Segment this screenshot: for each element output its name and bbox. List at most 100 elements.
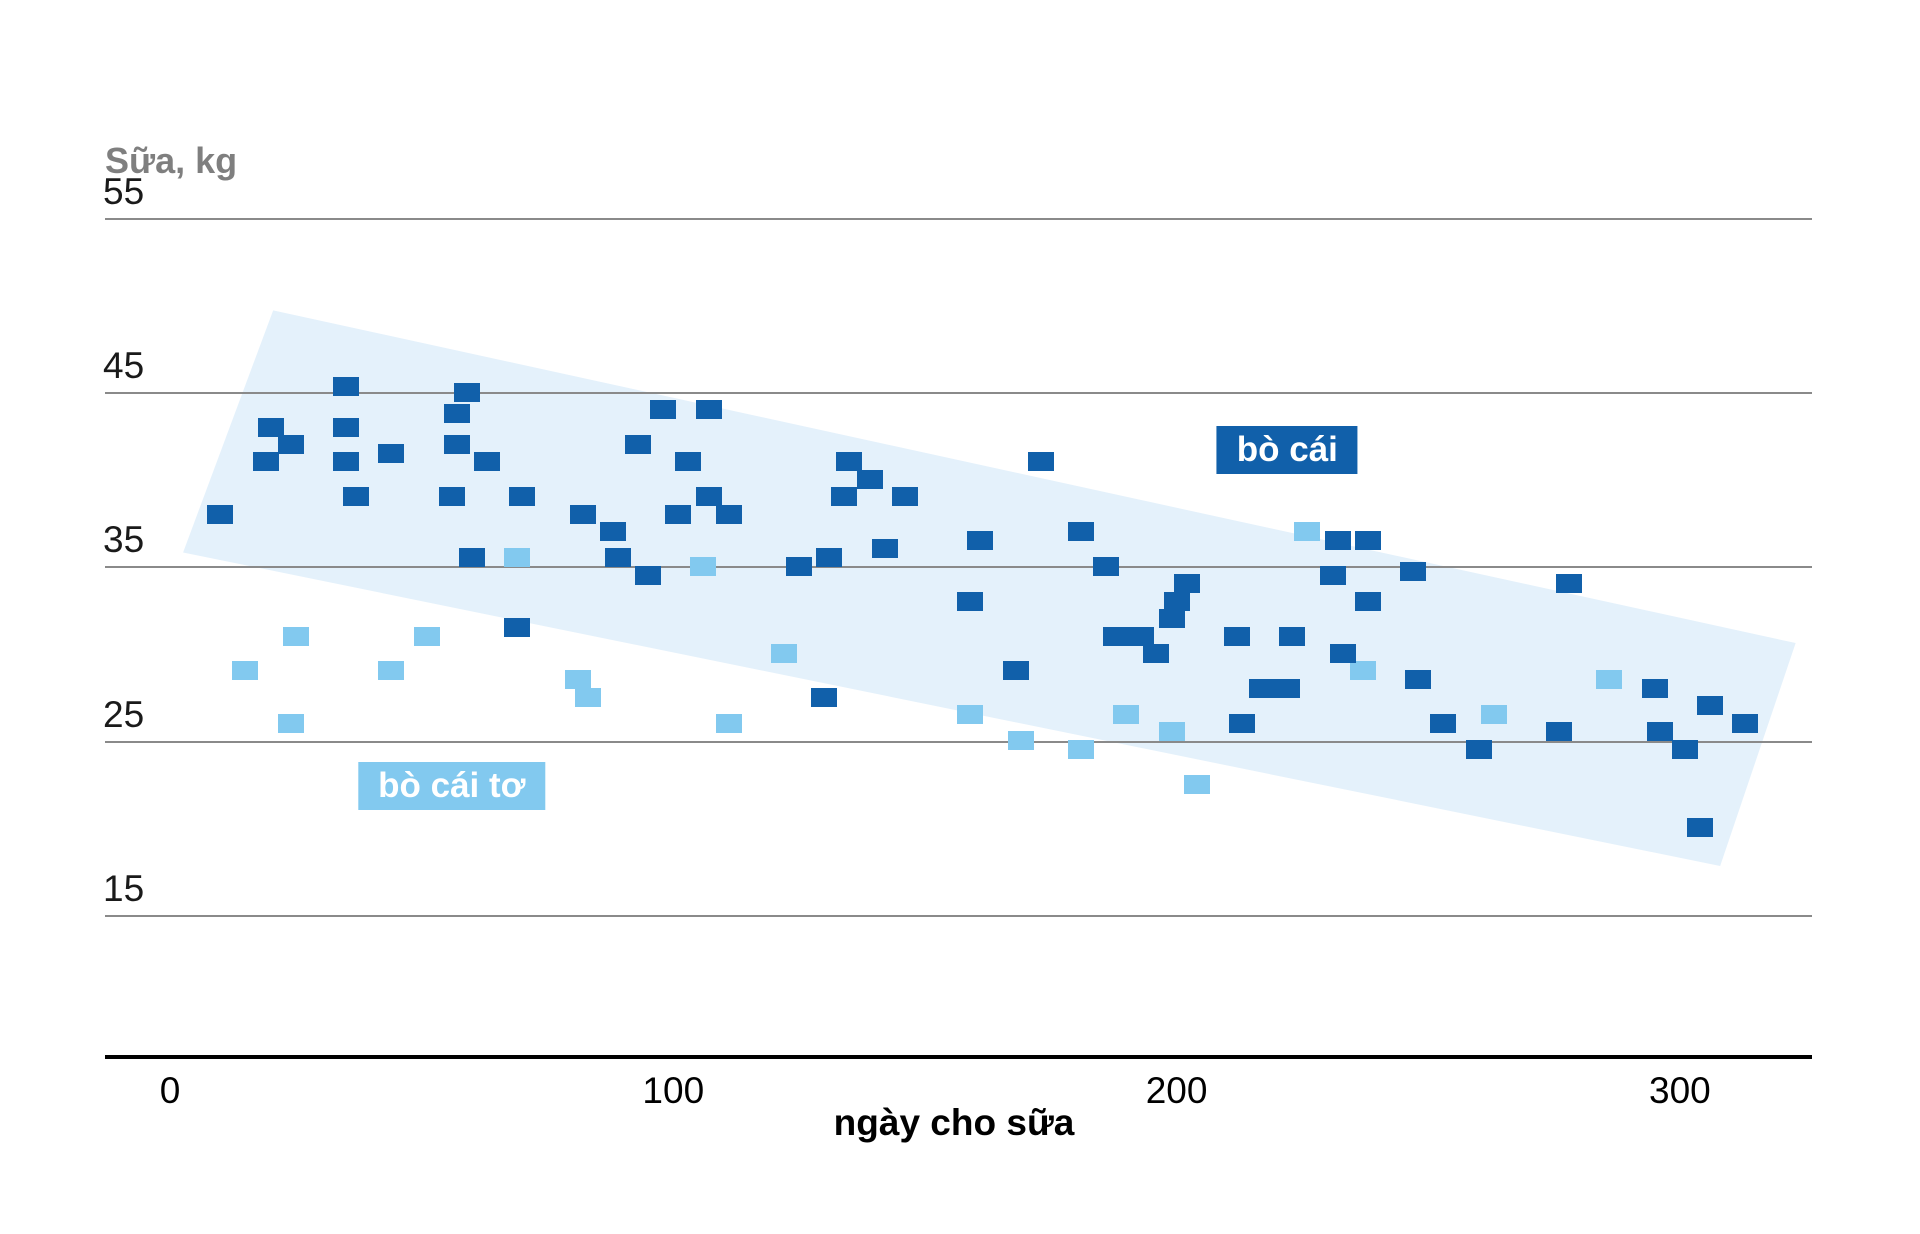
data-point-bò-cái-tơ (1596, 670, 1623, 690)
gridline-25 (105, 740, 1812, 743)
data-point-bò-cái-tơ (1067, 739, 1094, 759)
data-point-bò-cái (443, 434, 470, 454)
data-point-bò-cái (816, 548, 843, 568)
x-axis-line (105, 1055, 1812, 1059)
data-point-bò-cái-tơ (1158, 722, 1185, 742)
y-axis-title: Sữa, kg (105, 140, 238, 181)
data-point-bò-cái-tơ (504, 548, 531, 568)
data-point-bò-cái (1319, 565, 1346, 585)
x-tick-label-100: 100 (642, 1070, 705, 1111)
data-point-bò-cái (635, 565, 662, 585)
data-point-bò-cái (474, 452, 501, 472)
data-point-bò-cái (1229, 713, 1256, 733)
data-point-bò-cái (1279, 626, 1306, 646)
data-point-bò-cái-tơ (564, 670, 591, 690)
data-point-bò-cái (438, 487, 465, 507)
data-point-bò-cái (1223, 626, 1250, 646)
gridline-15 (105, 914, 1812, 917)
data-point-bò-cái (1641, 678, 1668, 698)
x-tick-label-200: 200 (1145, 1070, 1208, 1111)
data-point-bò-cái (1128, 626, 1155, 646)
data-point-bò-cái (871, 539, 898, 559)
data-point-bò-cái (967, 530, 994, 550)
x-axis-title: ngày cho sữa (833, 1102, 1075, 1143)
data-point-bò-cái (695, 487, 722, 507)
data-point-bò-cái (786, 556, 813, 576)
data-point-bò-cái-tơ (282, 626, 309, 646)
gridline-55 (105, 218, 1812, 220)
data-point-bò-cái (1405, 670, 1432, 690)
data-point-bò-cái (257, 417, 284, 437)
data-point-bò-cái (1329, 644, 1356, 663)
data-point-bò-cái (277, 434, 304, 454)
data-point-bò-cái (1732, 713, 1759, 733)
data-point-bò-cái-tơ (715, 713, 742, 733)
data-point-bò-cái-tơ (1480, 704, 1507, 724)
data-point-bò-cái (715, 504, 742, 524)
data-point-bò-cái (207, 504, 234, 524)
data-point-bò-cái (1093, 556, 1120, 576)
data-point-bò-cái (891, 487, 918, 507)
data-point-bò-cái (650, 400, 677, 420)
data-point-bò-cái (1274, 678, 1301, 698)
data-point-bò-cái (856, 469, 883, 489)
data-point-bò-cái (1002, 661, 1029, 681)
data-point-bò-cái (1354, 591, 1381, 611)
data-point-bò-cái (333, 377, 360, 397)
data-point-bò-cái-tơ (1183, 774, 1210, 794)
data-point-bò-cái-tơ (957, 704, 984, 724)
data-point-bò-cái (1324, 530, 1351, 550)
data-point-bò-cái (1671, 739, 1698, 759)
data-point-bò-cái (1173, 574, 1200, 594)
data-point-bò-cái (1646, 722, 1673, 742)
data-point-bò-cái (1687, 818, 1714, 838)
data-point-bò-cái (1400, 562, 1427, 582)
data-point-bò-cái-tơ (574, 687, 601, 707)
legend-badge-bo-cai-to: bò cái tơ (358, 761, 546, 810)
data-point-bò-cái (695, 400, 722, 420)
trend-band (183, 310, 1796, 867)
data-point-bò-cái (453, 382, 480, 402)
data-point-bò-cái (831, 487, 858, 507)
gridline-35 (105, 566, 1812, 569)
x-tick-label-300: 300 (1649, 1070, 1711, 1111)
data-point-bò-cái-tơ (1113, 704, 1140, 724)
data-point-bò-cái (1465, 739, 1492, 759)
data-point-bò-cái-tơ (690, 556, 717, 576)
data-point-bò-cái (1163, 591, 1190, 611)
data-point-bò-cái (1067, 522, 1094, 542)
data-point-bò-cái (1158, 609, 1185, 629)
data-point-bò-cái (1027, 452, 1054, 472)
y-tick-label-15: 15 (103, 867, 145, 909)
data-point-bò-cái (604, 548, 631, 568)
data-point-bò-cái (333, 417, 360, 437)
x-tick-label-0: 0 (159, 1070, 181, 1111)
legend-badge-bo-cai: bò cái (1216, 425, 1358, 474)
data-point-bò-cái (509, 487, 536, 507)
data-point-bò-cái (836, 452, 863, 472)
data-point-bò-cái-tơ (1007, 731, 1034, 751)
data-point-bò-cái-tơ (232, 661, 259, 681)
data-point-bò-cái (625, 434, 652, 454)
data-point-bò-cái (957, 591, 984, 611)
y-tick-label-45: 45 (103, 345, 145, 387)
data-point-bò-cái (1354, 530, 1381, 550)
y-tick-label-25: 25 (103, 693, 145, 735)
data-point-bò-cái (599, 522, 626, 542)
data-point-bò-cái (458, 548, 485, 568)
data-point-bò-cái (378, 443, 405, 463)
data-point-bò-cái (443, 403, 470, 423)
data-point-bò-cái (1546, 722, 1573, 742)
data-point-bò-cái (1249, 678, 1276, 698)
gridline-45 (105, 392, 1812, 395)
data-point-bò-cái-tơ (378, 661, 405, 681)
data-point-bò-cái (1697, 696, 1724, 716)
data-point-bò-cái (1556, 574, 1583, 594)
data-point-bò-cái (665, 504, 692, 524)
data-point-bò-cái (1430, 713, 1457, 733)
data-point-bò-cái (343, 487, 370, 507)
data-point-bò-cái (675, 452, 702, 472)
data-point-bò-cái-tơ (1294, 522, 1321, 542)
